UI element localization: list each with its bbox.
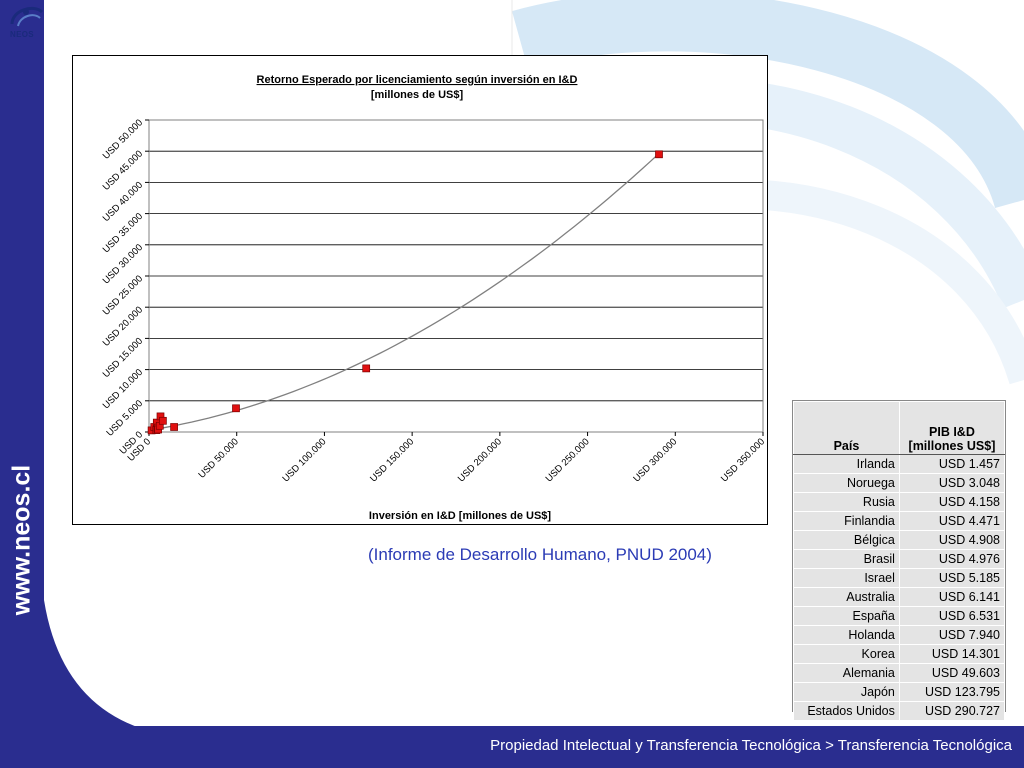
country-cell: Irlanda — [793, 454, 900, 474]
chart-frame: Retorno Esperado por licenciamiento segú… — [72, 55, 768, 525]
x-tick-label: USD 350.000 — [719, 436, 767, 484]
data-points — [147, 150, 663, 435]
data-point — [232, 404, 240, 413]
country-header: País — [793, 401, 900, 455]
table-header-row: País PIB I&D [millones US$] — [793, 401, 1006, 455]
side-url: www.neos.cl — [7, 464, 36, 616]
table-row: Alemania USD 49.603 — [793, 663, 1006, 683]
value-cell: USD 14.301 — [898, 644, 1006, 664]
bottom-band — [0, 726, 1024, 768]
x-tick-label: USD 200.000 — [456, 436, 504, 484]
chart-title: Retorno Esperado por licenciamiento segú… — [257, 74, 578, 86]
table-row: Bélgica USD 4.908 — [793, 530, 1006, 550]
country-cell: Brasil — [793, 549, 900, 569]
table-row: Japón USD 123.795 — [793, 682, 1006, 702]
table-row: Finlandia USD 4.471 — [793, 511, 1006, 531]
value-cell: USD 3.048 — [898, 473, 1006, 493]
country-cell: Japón — [793, 682, 900, 702]
value-cell: USD 6.141 — [898, 587, 1006, 607]
table-row: Holanda USD 7.940 — [793, 625, 1006, 645]
x-tick-label: USD 100.000 — [280, 436, 328, 484]
data-point — [159, 416, 167, 425]
country-cell: Bélgica — [793, 530, 900, 550]
x-tick-label: USD 50.000 — [196, 436, 240, 480]
grid-lines — [149, 119, 763, 402]
table-row: Estados Unidos USD 290.727 — [793, 701, 1006, 721]
table-row: Korea USD 14.301 — [793, 644, 1006, 664]
value-header-line2: [millones US$] — [908, 439, 996, 453]
source-caption: (Informe de Desarrollo Humano, PNUD 2004… — [368, 545, 712, 564]
x-tick-label: USD 300.000 — [631, 436, 679, 484]
country-cell: Estados Unidos — [793, 701, 900, 721]
country-cell: Alemania — [793, 663, 900, 683]
value-cell: USD 49.603 — [898, 663, 1006, 683]
chart-subtitle: [millones de US$] — [371, 89, 464, 101]
pib-table: País PIB I&D [millones US$] Irlanda USD 1… — [793, 401, 1006, 721]
table-row: Rusia USD 4.158 — [793, 492, 1006, 512]
neos-logo: NEOS — [4, 2, 50, 46]
data-point — [170, 423, 178, 431]
value-cell: USD 1.457 — [898, 454, 1006, 474]
country-cell: España — [793, 606, 900, 626]
table-row: Irlanda USD 1.457 — [793, 454, 1006, 474]
data-point — [362, 364, 371, 373]
x-axis-label: Inversión en I&D [millones de US$] — [369, 510, 551, 522]
band-curve — [44, 600, 140, 728]
value-cell: USD 123.795 — [898, 682, 1006, 702]
value-cell: USD 4.471 — [898, 511, 1006, 531]
value-cell: USD 6.531 — [898, 606, 1006, 626]
table-row: Noruega USD 3.048 — [793, 473, 1006, 493]
x-tick-label: USD 250.000 — [544, 436, 592, 484]
logo-text: NEOS — [10, 30, 34, 39]
table-row: Australia USD 6.141 — [793, 587, 1006, 607]
trendline — [148, 153, 660, 431]
country-cell: Israel — [793, 568, 900, 588]
value-cell: USD 4.908 — [898, 530, 1006, 550]
value-cell: USD 5.185 — [898, 568, 1006, 588]
data-point — [655, 150, 663, 159]
footer-breadcrumb: Propiedad Intelectual y Transferencia Te… — [490, 737, 1012, 754]
logo-swirl-icon — [10, 7, 44, 27]
x-axis-ticks: USD 0 USD 50.000 USD 100.000 USD 150.000 USD… — [126, 432, 767, 484]
scatter-chart: Retorno Esperado por licenciamiento segú… — [101, 74, 767, 522]
country-cell: Australia — [793, 587, 900, 607]
value-cell: USD 4.976 — [898, 549, 1006, 569]
left-band — [0, 0, 44, 768]
value-cell: USD 4.158 — [898, 492, 1006, 512]
country-cell: Korea — [793, 644, 900, 664]
value-header: PIB I&D [millones US$] — [898, 401, 1006, 455]
value-cell: USD 290.727 — [898, 701, 1006, 721]
country-cell: Holanda — [793, 625, 900, 645]
pib-table-body: Irlanda USD 1.457 Noruega USD 3.048 Rusia USD… — [793, 454, 1006, 721]
value-cell: USD 7.940 — [898, 625, 1006, 645]
table-row: Israel USD 5.185 — [793, 568, 1006, 588]
value-header-line1: PIB I&D — [929, 425, 975, 439]
table-row: Brasil USD 4.976 — [793, 549, 1006, 569]
x-tick-label: USD 150.000 — [368, 436, 416, 484]
country-cell: Rusia — [793, 492, 900, 512]
country-cell: Finlandia — [793, 511, 900, 531]
country-cell: Noruega — [793, 473, 900, 493]
table-row: España USD 6.531 — [793, 606, 1006, 626]
